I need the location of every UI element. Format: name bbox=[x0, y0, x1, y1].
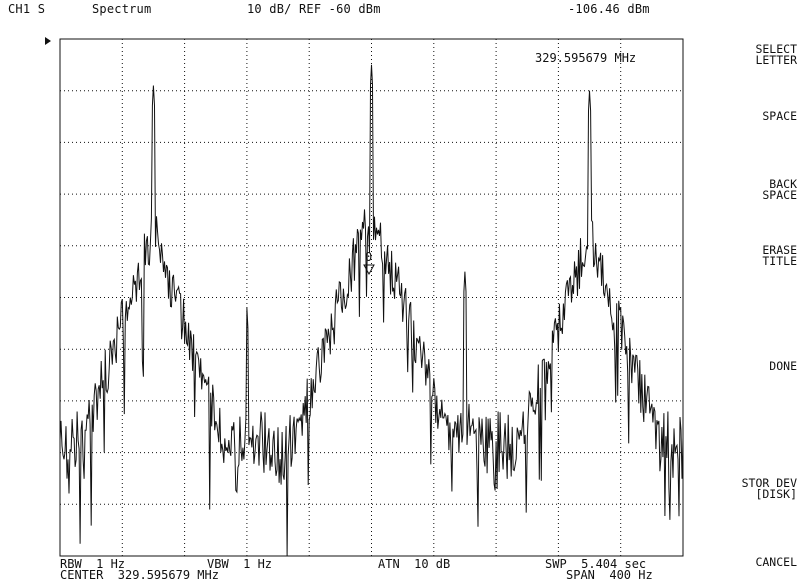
ref-level-arrow-icon bbox=[45, 37, 51, 45]
spectrum-trace bbox=[59, 64, 684, 557]
marker-frequency: 329.595679 MHz bbox=[535, 51, 636, 65]
mode-label: Spectrum bbox=[92, 2, 152, 16]
softkey-select-letter[interactable]: SELECT LETTER bbox=[755, 42, 797, 67]
marker-triangle-icon bbox=[363, 264, 375, 276]
marker-0: 0 bbox=[363, 250, 375, 276]
scale-label: 10 dB/ REF -60 dBm bbox=[247, 2, 381, 16]
plot-frame bbox=[59, 38, 684, 557]
sweep-readout: SWP 5.404 sec bbox=[545, 557, 647, 571]
softkey-stor-dev[interactable]: STOR DEV [DISK] bbox=[741, 476, 797, 501]
attenuation-readout: ATN 10 dB bbox=[378, 557, 451, 571]
marker-label: 0 bbox=[365, 250, 372, 264]
plot-grid bbox=[60, 39, 683, 556]
center-frequency-readout: CENTER 329.595679 MHz bbox=[60, 568, 219, 582]
softkey-space[interactable]: SPACE bbox=[762, 109, 797, 123]
vbw-readout: VBW 1 Hz bbox=[207, 557, 273, 571]
marker-value: -106.46 dBm bbox=[568, 2, 650, 16]
span-readout: SPAN 400 Hz bbox=[566, 568, 653, 582]
softkey-done[interactable]: DONE bbox=[769, 359, 797, 373]
channel-label: CH1 S bbox=[8, 2, 46, 16]
softkey-back-space[interactable]: BACK SPACE bbox=[762, 177, 797, 202]
rbw-readout: RBW 1 Hz bbox=[60, 557, 126, 571]
softkey-cancel[interactable]: CANCEL bbox=[755, 555, 797, 569]
softkey-erase-title[interactable]: ERASE TITLE bbox=[762, 243, 797, 268]
